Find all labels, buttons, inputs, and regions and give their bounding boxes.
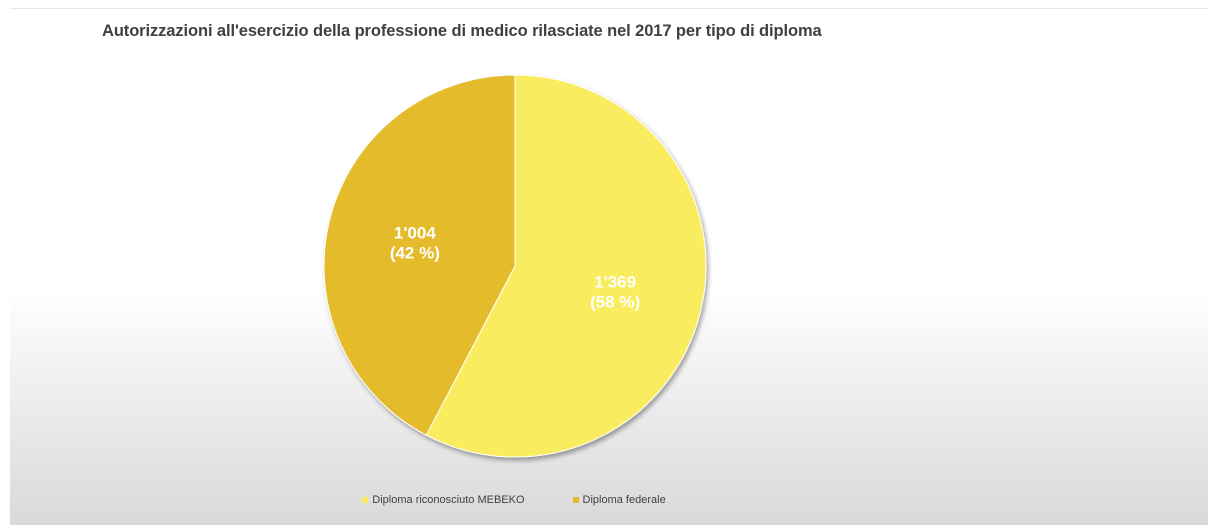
slice-value-label: 1'369 [594, 273, 636, 292]
legend-swatch [362, 497, 369, 503]
pie-slice [323, 74, 516, 436]
legend-item-mebeko: Diploma riconosciuto MEBEKO [362, 494, 525, 506]
pie-slice [425, 74, 707, 458]
chart-title: Autorizzazioni all'esercizio della profe… [102, 22, 822, 40]
legend-label: Diploma federale [582, 494, 666, 506]
slice-value-label: 1'004 [394, 223, 436, 242]
slice-percent-label: (58 %) [590, 293, 640, 312]
legend-item-federale: Diploma federale [572, 494, 666, 506]
legend-label: Diploma riconosciuto MEBEKO [372, 494, 525, 506]
legend-swatch [572, 497, 579, 503]
slice-percent-label: (42 %) [390, 243, 440, 262]
legend: Diploma riconosciuto MEBEKO Diploma fede… [0, 494, 1028, 506]
